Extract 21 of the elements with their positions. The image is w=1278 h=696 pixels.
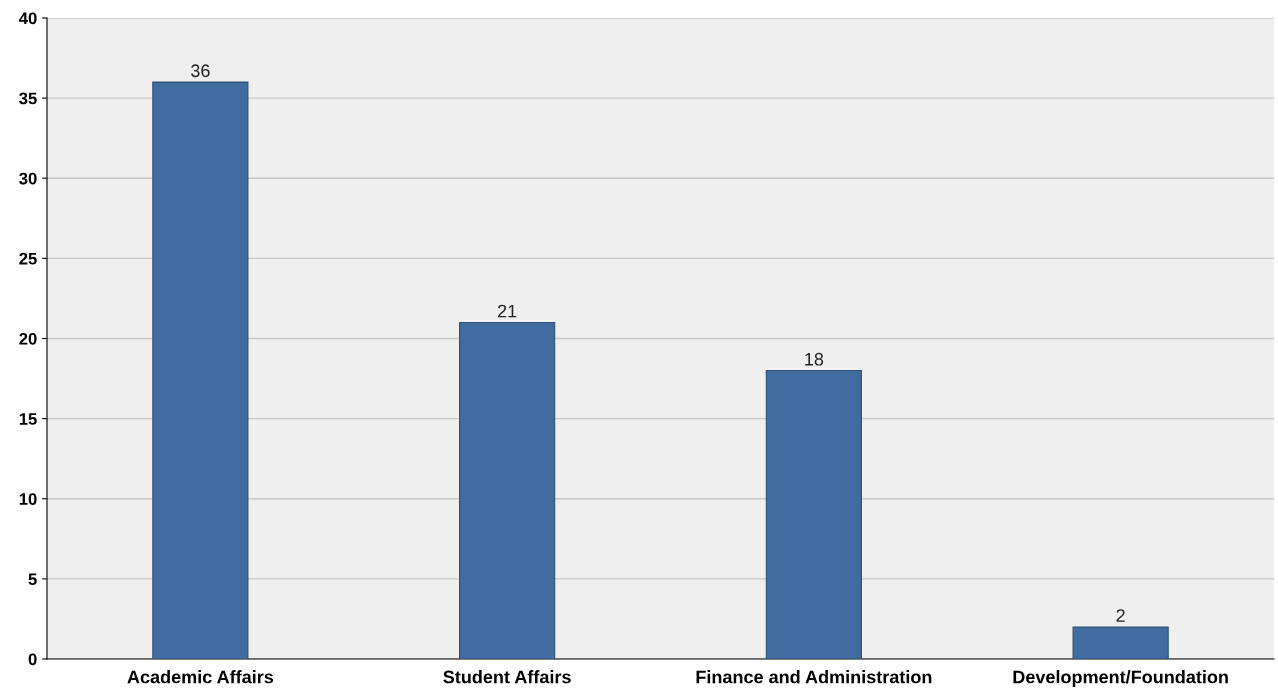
bar: [459, 321, 556, 659]
data-label: 18: [805, 352, 824, 366]
data-label: 2: [1116, 609, 1125, 622]
x-tick-label: Finance and Administration: [696, 670, 932, 684]
bar: [1072, 626, 1169, 659]
x-tick-label: Academic Affairs: [127, 670, 274, 684]
y-tick-label: 40: [18, 12, 37, 25]
y-tick-label: 0: [28, 653, 37, 666]
y-tick-label: 10: [19, 493, 37, 505]
y-tick-label: 35: [19, 92, 37, 105]
y-tick-label: 20: [19, 332, 37, 345]
bar: [152, 81, 249, 659]
y-tick-label: 30: [19, 172, 37, 185]
x-tick-label: Development/Foundation: [1013, 670, 1228, 687]
y-tick-label: 25: [19, 252, 37, 265]
x-tick-label: Student Affairs: [443, 670, 571, 684]
bar: [765, 369, 862, 659]
data-label: 36: [191, 64, 210, 78]
y-tick-label: 5: [28, 573, 37, 586]
y-tick-label: 15: [19, 413, 37, 425]
data-label: 21: [497, 304, 517, 318]
